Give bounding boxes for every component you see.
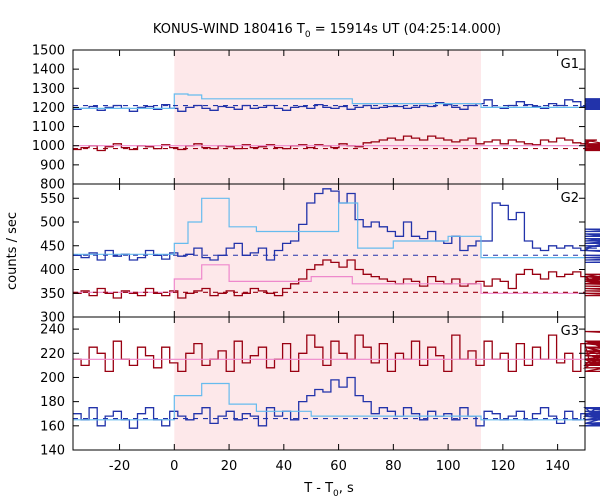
panel-g1: 800 900 1000 1100 1200 1300 1400 1500 G1 (32, 44, 600, 193)
panel-g3: 140 160 180 200 220 240 G3 (40, 316, 600, 459)
g3-high-fit (73, 382, 585, 421)
x-tick-label-0: 0 (170, 459, 178, 474)
panels-layer: 800900100011001200130014001500G130035040… (32, 44, 600, 474)
x-axis-label-prefix: T - T (303, 481, 333, 496)
chart-title-prefix: KONUS-WIND 180416 T (153, 22, 305, 37)
x-axis-label-subscript: 0 (333, 489, 339, 499)
panel-label-g2: G2 (561, 191, 579, 206)
y-tick-label-g1-1100: 1100 (32, 120, 65, 135)
panel-frame-g3 (72, 316, 586, 451)
panel-label-g3: G3 (561, 324, 579, 339)
panel-g2: 300 350 400 450 500 550 G2 (40, 183, 600, 326)
x-tick-label-20: 20 (221, 459, 238, 474)
x-tick-label--20: -20 (109, 459, 130, 474)
y-tick-label-g3-220: 220 (40, 347, 65, 362)
y-tick-label-g1-900: 900 (40, 158, 65, 173)
y-tick-label-g2-450: 450 (40, 239, 65, 254)
y-tick-label-g1-800: 800 (40, 178, 65, 193)
y-tick-label-g1-1500: 1500 (32, 44, 65, 59)
y-tick-label-g1-1300: 1300 (32, 82, 65, 97)
x-axis-label: T - T0, s (303, 481, 354, 499)
y-axis-label: counts / sec (5, 212, 20, 290)
x-axis-label-suffix: , s (339, 481, 354, 496)
chart-title: KONUS-WIND 180416 T0 = 15914s UT (04:25:… (153, 22, 501, 40)
g2-low-channel (73, 259, 600, 299)
y-tick-label-g2-500: 500 (40, 216, 65, 231)
g3-high-channel (73, 376, 600, 429)
highlight-interval-g1 (174, 50, 481, 184)
y-tick-label-g2-400: 400 (40, 263, 65, 278)
g1-low-channel (73, 135, 600, 152)
x-tick-label-40: 40 (276, 459, 293, 474)
x-tick-label-120: 120 (490, 459, 515, 474)
y-tick-label-g3-200: 200 (40, 371, 65, 386)
g1-high-fit (73, 93, 585, 109)
x-tick-label-140: 140 (545, 459, 570, 474)
highlight-interval-g2 (174, 184, 481, 317)
y-tick-label-g1-1200: 1200 (32, 101, 65, 116)
x-tick-label-100: 100 (436, 459, 461, 474)
y-tick-label-g2-550: 550 (40, 192, 65, 207)
chart-title-subscript: 0 (305, 30, 311, 40)
chart-title-suffix: = 15914s UT (04:25:14.000) (311, 22, 501, 37)
g2-low-fit (73, 264, 585, 294)
g3-low-channel (73, 330, 600, 373)
x-tick-label-80: 80 (385, 459, 402, 474)
x-tick-label-60: 60 (330, 459, 347, 474)
y-tick-label-g2-300: 300 (40, 311, 65, 326)
y-tick-label-g3-160: 160 (40, 419, 65, 434)
y-tick-label-g3-140: 140 (40, 444, 65, 459)
g2-high-fit (73, 197, 585, 259)
g1-high-channel (73, 98, 600, 112)
y-tick-label-g2-350: 350 (40, 287, 65, 302)
panel-label-g1: G1 (561, 57, 579, 72)
y-tick-label-g1-1400: 1400 (32, 63, 65, 78)
y-tick-label-g3-180: 180 (40, 395, 65, 410)
y-tick-label-g1-1000: 1000 (32, 139, 65, 154)
y-tick-label-g3-240: 240 (40, 323, 65, 338)
